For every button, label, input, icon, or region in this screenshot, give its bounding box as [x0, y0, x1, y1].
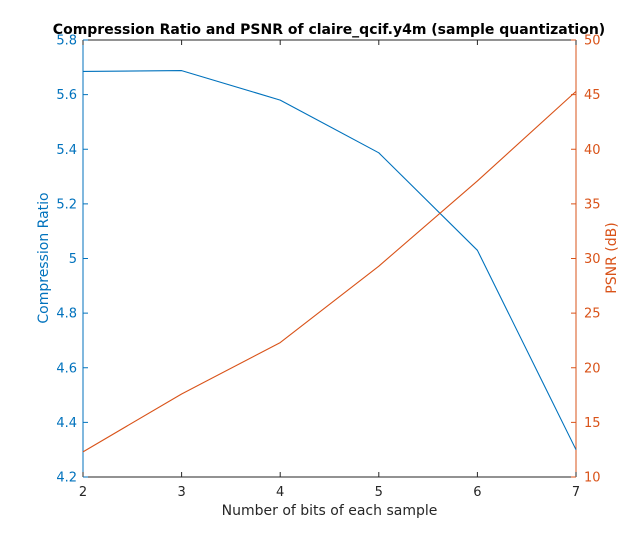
right-y-tick-label: 40 — [584, 143, 601, 158]
right-y-tick-label: 35 — [584, 197, 601, 212]
x-tick-label: 3 — [177, 485, 185, 500]
x-tick-label: 6 — [473, 485, 481, 500]
left-y-axis-label: Compression Ratio — [36, 192, 52, 323]
compression-ratio-line — [82, 70, 577, 450]
left-y-tick-label: 4.6 — [56, 361, 77, 376]
right-y-tick-label: 30 — [584, 252, 601, 267]
x-tick-label: 4 — [276, 485, 284, 500]
axes-layer: 2 3 4 5 6 74.24.44.64.855.25.45.65.8101520253… — [56, 34, 600, 501]
left-y-tick-label: 5.6 — [56, 88, 77, 103]
psnr-line — [82, 90, 577, 453]
left-y-tick-label: 5 — [69, 252, 77, 267]
right-y-tick-label: 50 — [584, 34, 601, 49]
right-y-tick-label: 45 — [584, 88, 601, 103]
x-axis-label: Number of bits of each sample — [222, 503, 438, 519]
series-layer — [82, 70, 577, 453]
x-tick-label: 5 — [375, 485, 383, 500]
left-y-tick-label: 4.8 — [56, 307, 77, 322]
left-y-tick-label: 5.8 — [56, 34, 77, 49]
right-y-tick-label: 25 — [584, 307, 601, 322]
right-y-tick-label: 20 — [584, 361, 601, 376]
left-y-tick-label: 4.2 — [56, 471, 77, 486]
left-y-tick-label: 4.4 — [56, 416, 77, 431]
left-y-tick-label: 5.4 — [56, 143, 77, 158]
right-y-tick-label: 10 — [584, 471, 601, 486]
x-tick-label: 2 — [79, 485, 87, 500]
right-y-tick-label: 15 — [584, 416, 601, 431]
right-y-axis-label: PSNR (dB) — [604, 222, 620, 293]
chart-title: Compression Ratio and PSNR of claire_qci… — [53, 22, 605, 38]
left-y-tick-label: 5.2 — [56, 197, 77, 212]
x-tick-label: 7 — [572, 485, 580, 500]
